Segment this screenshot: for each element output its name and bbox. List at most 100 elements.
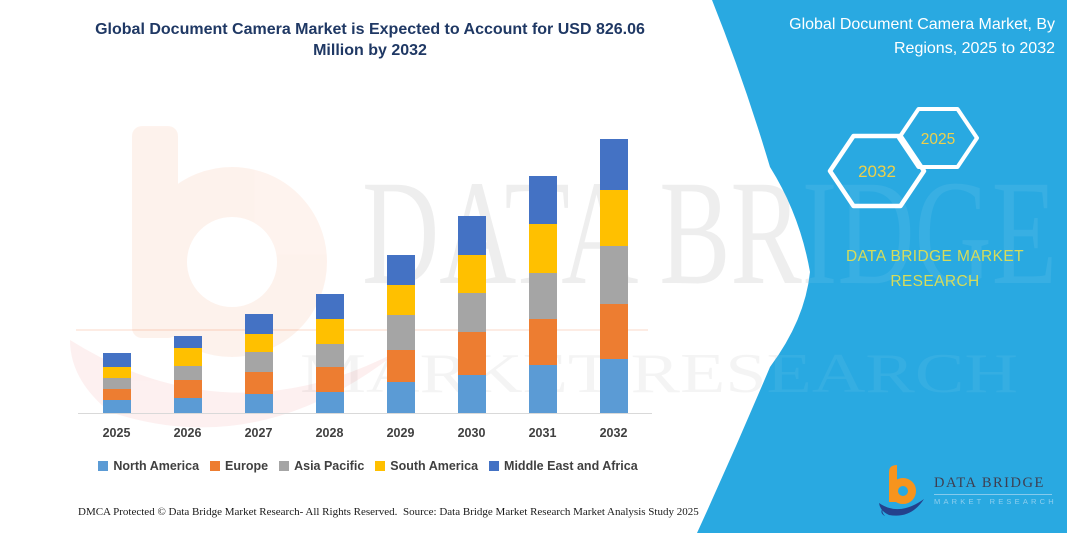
bar-2027 [244, 313, 273, 413]
data-bridge-logo: DATA BRIDGE MARKET RESEARCH [877, 458, 1063, 522]
bar-segment-2026-north-america [173, 397, 202, 413]
hexagon-2025-shape [897, 107, 979, 169]
legend-item-south-america: South America [375, 459, 478, 473]
legend-marker-icon [489, 461, 500, 471]
bar-segment-2030-asia-pacific [457, 293, 486, 333]
badge-2025-label: 2025 [921, 131, 955, 148]
panel-brand-line2: RESEARCH [890, 273, 980, 290]
logo-tagline: MARKET RESEARCH [934, 496, 1057, 506]
bar-segment-2032-north-america [599, 358, 628, 413]
legend-item-north-america: North America [98, 459, 199, 473]
x-axis-label-2026: 2026 [173, 426, 202, 440]
x-axis-label-2028: 2028 [315, 426, 344, 440]
logo-glyph-icon [879, 465, 924, 516]
panel-heading: Global Document Camera Market, By Region… [725, 13, 1055, 60]
bar-segment-2032-middle-east-and-africa [599, 138, 628, 190]
bar-2032 [599, 138, 628, 413]
bar-segment-2032-asia-pacific [599, 245, 628, 304]
bar-segment-2031-south-america [528, 223, 557, 273]
bar-segment-2031-asia-pacific [528, 272, 557, 320]
bar-segment-2025-europe [102, 388, 131, 401]
x-axis-label-2025: 2025 [102, 426, 131, 440]
bar-segment-2029-south-america [386, 284, 415, 315]
bar-segment-2030-north-america [457, 374, 486, 413]
bar-segment-2028-south-america [315, 319, 344, 344]
chart-title-line2: Million by 2032 [313, 42, 427, 59]
bar-segment-2030-middle-east-and-africa [457, 216, 486, 255]
logo-text-block: DATA BRIDGE MARKET RESEARCH [934, 475, 1057, 506]
x-axis-label-2030: 2030 [457, 426, 486, 440]
legend-label: South America [390, 459, 479, 473]
legend-marker-icon [375, 461, 386, 471]
x-axis-label-2027: 2027 [244, 426, 273, 440]
bar-2029 [386, 255, 415, 413]
hexagon-2032-shape [827, 133, 927, 209]
x-axis-label-2029: 2029 [386, 426, 415, 440]
stacked-bar-chart: 2025 2026 2027 2028 2029 2030 2031 2032 [78, 138, 652, 440]
bar-segment-2027-asia-pacific [244, 352, 273, 373]
bar-2026 [173, 335, 202, 413]
faded-logo-watermark [70, 126, 400, 428]
bar-2031 [528, 176, 557, 413]
legend-label: Middle East and Africa [504, 459, 638, 473]
panel-brand-text: DATA BRIDGE MARKET RESEARCH [812, 244, 1058, 294]
legend-label: Europe [225, 459, 269, 473]
bar-segment-2029-europe [386, 349, 415, 383]
bar-segment-2027-north-america [244, 393, 273, 413]
bar-segment-2030-south-america [457, 254, 486, 294]
bar-segment-2026-south-america [173, 347, 202, 366]
x-axis-label-2031: 2031 [528, 426, 557, 440]
bar-segment-2028-middle-east-and-africa [315, 294, 344, 320]
bar-segment-2031-middle-east-and-africa [528, 176, 557, 224]
bar-segment-2025-middle-east-and-africa [102, 353, 131, 368]
bar-segment-2029-asia-pacific [386, 314, 415, 350]
bar-segment-2025-north-america [102, 400, 131, 413]
legend-label: Asia Pacific [294, 459, 365, 473]
chart-title-line1: Global Document Camera Market is Expecte… [95, 21, 645, 38]
bar-2025 [102, 353, 131, 413]
bar-segment-2032-europe [599, 303, 628, 359]
bar-segment-2028-asia-pacific [315, 343, 344, 368]
bar-segment-2028-europe [315, 367, 344, 393]
bar-segment-2031-europe [528, 319, 557, 366]
bar-2028 [315, 294, 344, 413]
badge-2032: 2032 [827, 133, 927, 209]
panel-heading-line2: Regions, 2025 to 2032 [893, 39, 1055, 57]
bar-segment-2029-north-america [386, 382, 415, 413]
bar-segment-2028-north-america [315, 392, 344, 413]
logo-divider [934, 493, 1052, 495]
legend-item-asia-pacific: Asia Pacific [279, 459, 364, 473]
x-axis-label-2032: 2032 [599, 426, 628, 440]
bar-segment-2032-south-america [599, 189, 628, 246]
legend-item-europe: Europe [210, 459, 268, 473]
bar-segment-2026-asia-pacific [173, 365, 202, 380]
bar-segment-2027-middle-east-and-africa [244, 313, 273, 334]
bar-segment-2031-north-america [528, 365, 557, 413]
legend-item-middle-east-and-africa: Middle East and Africa [489, 459, 638, 473]
legend-marker-icon [98, 461, 109, 471]
bar-segment-2025-south-america [102, 367, 131, 378]
bar-segment-2026-middle-east-and-africa [173, 335, 202, 348]
footer-dmca-text: DMCA Protected © Data Bridge Market Rese… [78, 506, 398, 518]
bar-2030 [457, 216, 486, 413]
footer-source-text: Source: Data Bridge Market Research Mark… [403, 506, 699, 518]
bar-segment-2025-asia-pacific [102, 377, 131, 389]
bar-segment-2027-europe [244, 372, 273, 394]
legend-marker-icon [210, 461, 221, 471]
logo-name: DATA BRIDGE [934, 474, 1045, 491]
legend-marker-icon [279, 461, 290, 471]
bar-segment-2030-europe [457, 332, 486, 375]
chart-title: Global Document Camera Market is Expecte… [75, 19, 665, 61]
badge-2032-label: 2032 [858, 162, 896, 181]
panel-brand-line1: DATA BRIDGE MARKET [845, 248, 1024, 265]
chart-legend: North America Europe Asia Pacific South Ame… [75, 457, 661, 475]
year-badges: 2025 2032 [827, 107, 979, 209]
x-axis-line [78, 413, 652, 414]
badge-2025: 2025 [897, 107, 979, 169]
bar-segment-2029-middle-east-and-africa [386, 255, 415, 285]
panel-heading-line1: Global Document Camera Market, By [789, 16, 1055, 33]
bar-segment-2026-europe [173, 379, 202, 398]
bar-segment-2027-south-america [244, 333, 273, 353]
legend-label: North America [113, 459, 200, 473]
